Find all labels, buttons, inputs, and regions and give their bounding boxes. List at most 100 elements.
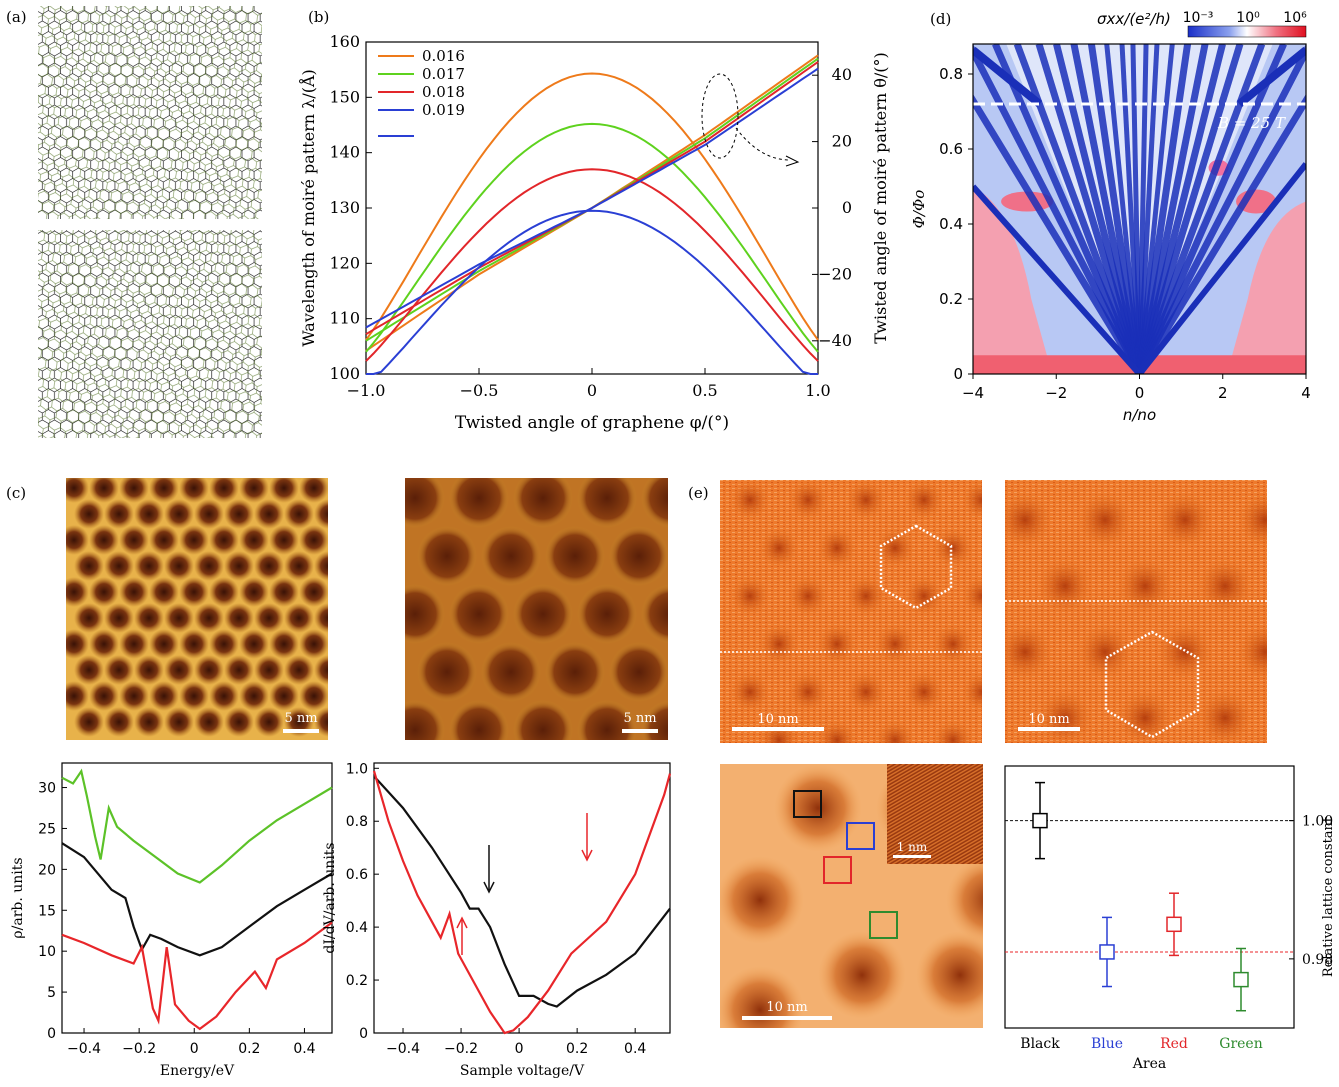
scale-bar [283,729,319,733]
y-tick-label: 20 [38,862,56,878]
arrowhead-red [456,916,468,929]
x-axis-label: Energy/eV [160,1063,235,1079]
x-axis-label: Sample voltage/V [460,1063,585,1079]
series-line-angle-0.019 [365,67,819,329]
moire-dark-spot [962,576,982,616]
heatmap-fan-line [973,44,1143,374]
moire-dark-spot [730,480,770,520]
scale-label: 10 nm [757,712,798,727]
x-tick-label: 0.4 [293,1041,315,1057]
stm-image-c-left: 5 nm [66,478,374,740]
moire-dark-spot [194,655,224,685]
moire-dark-spot [164,707,194,737]
moire-dark-spot [104,551,134,581]
moire-dark-spot [329,681,359,711]
x-axis-label: Area [1132,1056,1166,1072]
red-area-box [823,856,852,884]
moire-dark-spot [904,480,944,520]
moire-dark-spot [818,931,906,1019]
moire-dark-spot [179,525,209,555]
heatmap-red-right [1226,201,1306,374]
moire-dark-spot [405,584,445,644]
y-tick-label: 0.98 [1302,952,1333,968]
hexagon-outline [879,524,953,610]
moire-dark-spot [254,655,284,685]
moire-dark-spot [1237,624,1267,680]
moire-dark-spot [269,478,299,503]
moire-dark-spot [641,584,668,644]
moire-dark-spot [66,577,89,607]
moire-dark-spot [1197,558,1253,614]
moire-dark-spot [299,577,328,607]
annotation-arrow [735,127,791,161]
moire-dark-spot [946,856,983,944]
x-tick-label: −0.4 [67,1041,101,1057]
x-tick-label: 0 [1135,384,1145,402]
moire-dark-spot [1077,492,1133,548]
y2-axis-label: Twisted angle of moiré pattern θ/(°) [871,52,890,344]
moire-dark-spot [224,499,254,529]
moire-dark-spot [759,528,799,568]
axes-frame [373,762,671,1034]
series-line-red [61,921,333,1031]
arrowhead-black [483,881,495,894]
moire-dark-spot [254,707,284,737]
scale-label: 5 nm [284,711,317,726]
moire-dark-spot [66,525,89,555]
y-tick-label: 100 [329,364,360,383]
moire-dark-spot [720,856,804,944]
x-tick-label: Red [1160,1036,1188,1052]
chart-d: B = 25 T −4 −2 0 2 4 0 0.2 0.4 0.6 0.8 n/no Φ/Φo σxx/… [910,10,1311,424]
moire-dark-spot [239,478,269,503]
moire-dark-spot [1037,558,1093,614]
y-tick-label: 160 [329,32,360,51]
moire-dark-spot [119,681,149,711]
heatmap-body [973,44,1306,374]
panel-d-label: (d) [930,10,951,28]
moire-dark-spot [119,525,149,555]
y-tick-label: 0.6 [346,867,368,883]
moire-dark-spot [1277,558,1333,614]
axes-frame [1004,765,1295,1029]
x-tick-label: 0.2 [238,1041,260,1057]
moire-dark-spot [774,764,862,852]
moire-dark-spot [730,576,770,616]
moire-dark-spot [134,603,164,633]
y2-tick-label: −20 [818,264,852,283]
series-line-wavelength-0.016 [365,72,819,341]
moire-dark-spot [759,624,799,664]
panel-a-label: (a) [6,8,27,26]
legend-label: 0.017 [422,65,465,83]
stm-image-e2: 10 nm [1005,480,1333,746]
moire-dark-spot [314,655,328,685]
y-tick-label: 0 [47,1026,56,1042]
x-tick-label: −4 [962,384,984,402]
moire-dark-spot [66,478,89,503]
moire-dark-spot [344,603,374,633]
atomic-inset [887,764,983,864]
moire-dark-spot [299,629,328,659]
x-tick-label: 0 [587,381,597,400]
annotation-arrowhead [785,155,800,167]
x-tick-label: −0.5 [460,381,499,400]
x-tick-label: 1.0 [805,381,830,400]
data-point-green [1233,971,1249,988]
moire-dark-spot [1277,690,1333,746]
scale-bar [1018,727,1080,731]
x-tick-label: −0.2 [122,1041,156,1057]
moire-dark-spot [284,603,314,633]
axes-frame [61,762,333,1034]
annotation: B = 25 T [1217,114,1286,132]
moire-dark-spot [417,526,477,586]
x-tick-label: Green [1219,1036,1262,1052]
data-point-red [1166,916,1182,933]
heatmap-fan-line [1236,46,1306,108]
scale-bar [893,855,931,858]
moire-dark-spot [1197,690,1253,743]
series-line-red [372,770,672,1035]
heatmap-fan-line [973,93,1143,374]
y-axis-label: Wavelength of moiré pattern λ/(Å) [298,69,318,347]
moire-dark-spot [299,681,328,711]
moire-dark-spot [513,700,573,740]
moire-dark-spot [119,478,149,503]
